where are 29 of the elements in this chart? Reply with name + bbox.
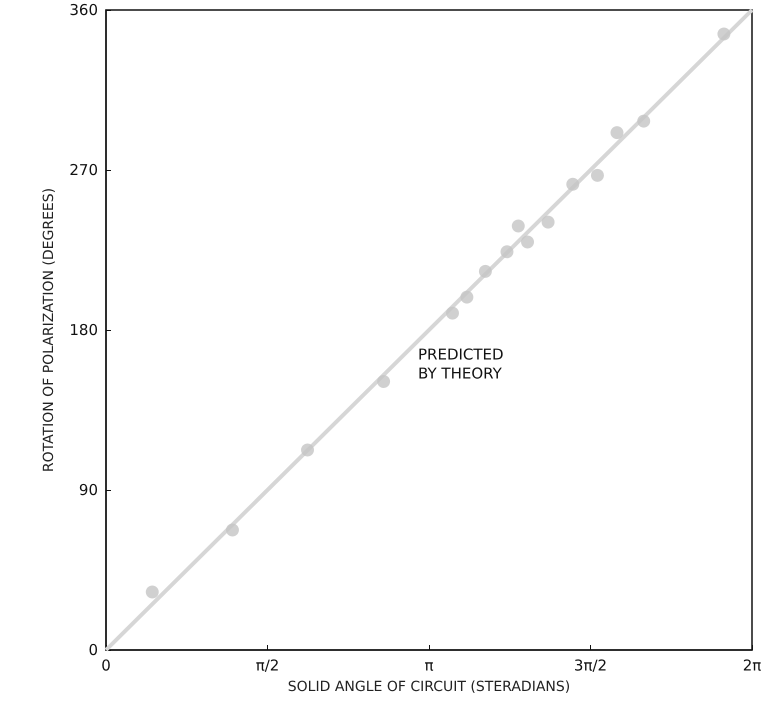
point <box>590 168 604 182</box>
y-tick-label: 270 <box>69 161 98 179</box>
x-tick-label: 0 <box>101 656 111 674</box>
y-tick-label: 360 <box>69 1 98 19</box>
point <box>500 245 514 258</box>
point <box>637 114 650 128</box>
point <box>146 586 159 599</box>
point <box>521 236 534 248</box>
annotation: PREDICTED BY THEORY <box>418 346 504 382</box>
x-tick-label: π <box>424 656 434 674</box>
point <box>566 178 580 191</box>
point <box>717 28 730 40</box>
point <box>542 216 555 229</box>
y-axis-title: ROTATION OF POLARIZATION (DEGREES) <box>41 188 57 472</box>
x-tick-label: 2π <box>742 656 762 674</box>
y-tick-label: 180 <box>69 321 98 339</box>
y-tick-label: 0 <box>88 641 98 659</box>
point <box>478 264 492 278</box>
point <box>446 306 459 320</box>
y-tick-label: 90 <box>78 481 98 499</box>
point <box>610 126 624 140</box>
point <box>460 290 474 304</box>
x-tick-label: 3π/2 <box>574 656 608 674</box>
x-tick-label: π/2 <box>256 656 280 674</box>
point <box>377 375 390 388</box>
point <box>301 444 314 456</box>
point <box>512 220 525 232</box>
point <box>226 524 239 536</box>
x-axis-title: SOLID ANGLE OF CIRCUIT (STERADIANS) <box>288 679 570 695</box>
